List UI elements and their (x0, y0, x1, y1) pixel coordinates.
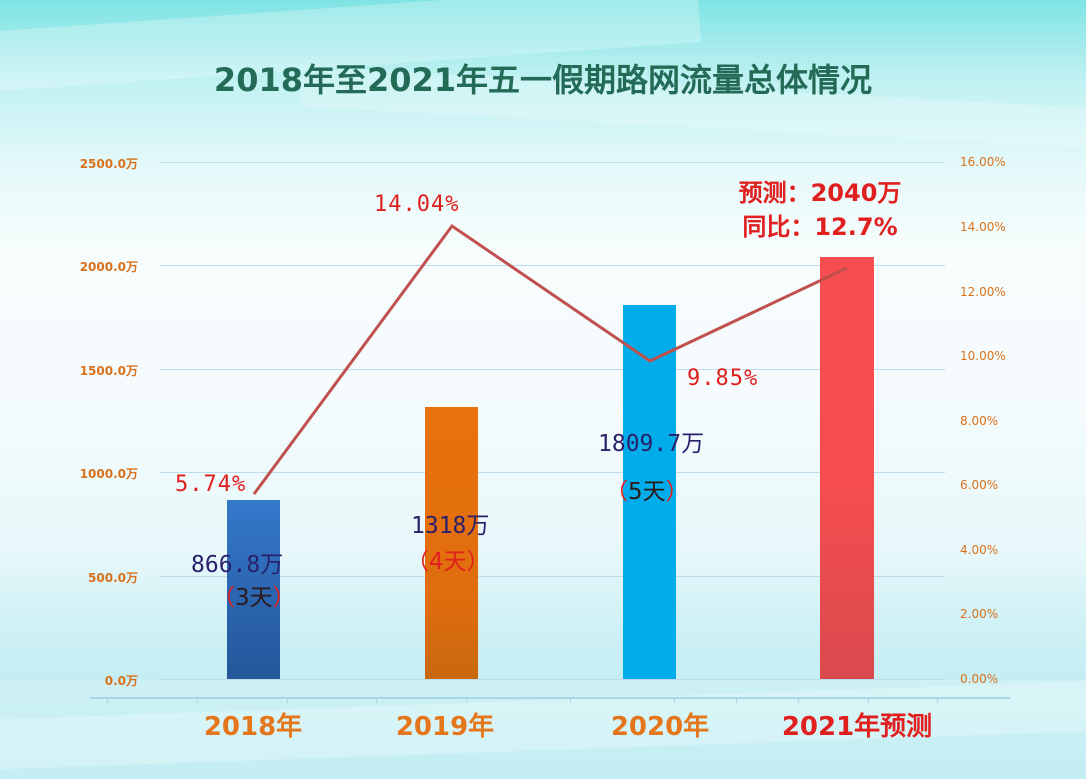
gridline (160, 369, 945, 370)
value-label-2018: 866.8万 (191, 552, 284, 578)
right-axis-tick: 6.00% (960, 478, 999, 492)
value-label-2020: 1809.7万 (598, 431, 705, 457)
right-axis-tick: 0.00% (960, 672, 999, 686)
value-label-2019: 1318万 (411, 513, 490, 539)
left-axis-tick: 1500.0万 (79, 364, 138, 378)
pct-label-2018: 5.74% (175, 472, 247, 497)
forecast-annotation: 预测：2040万 同比：12.7% (710, 176, 930, 244)
x-label-2019: 2019年 (395, 712, 495, 742)
gridline (160, 265, 945, 266)
days-label-2019: （4天） (406, 549, 490, 575)
x-axis-tick (674, 697, 675, 703)
x-label-2018: 2018年 (203, 712, 303, 742)
gridline (160, 162, 945, 163)
right-axis-tick: 10.00% (960, 349, 1006, 363)
left-axis-tick: 2500.0万 (79, 157, 138, 171)
right-axis-tick: 4.00% (960, 543, 999, 557)
x-axis-tick (798, 697, 799, 703)
x-axis-tick (466, 697, 467, 703)
days-label-2018: （3天） (212, 585, 296, 611)
x-axis-tick (570, 697, 571, 703)
days-label-2020: （5天） (605, 479, 689, 505)
x-axis-tick (937, 697, 938, 703)
x-axis-line (90, 697, 1010, 699)
x-axis-tick (736, 697, 737, 703)
right-axis-tick: 12.00% (960, 285, 1006, 299)
pct-label-2019: 14.04% (374, 192, 460, 217)
bar-2020[interactable] (623, 305, 676, 679)
pct-label-2020: 9.85% (687, 366, 759, 391)
left-axis-tick: 1000.0万 (79, 467, 138, 481)
left-axis-tick: 500.0万 (88, 571, 138, 585)
x-axis-tick (868, 697, 869, 703)
bar-2018[interactable] (227, 500, 280, 679)
right-axis-tick: 8.00% (960, 414, 999, 428)
x-axis-tick (376, 697, 377, 703)
gridline (160, 576, 945, 577)
bar-2021-forecast[interactable] (820, 257, 874, 679)
bar-2019[interactable] (425, 407, 478, 679)
x-axis-tick (197, 697, 198, 703)
left-axis-tick: 2000.0万 (79, 260, 138, 274)
x-label-2021-forecast: 2021年预测 (781, 712, 933, 742)
chart-title: 2018年至2021年五一假期路网流量总体情况 (213, 61, 873, 99)
x-label-2020: 2020年 (610, 712, 710, 742)
gridline-baseline (160, 679, 945, 680)
right-axis-tick: 16.00% (960, 155, 1006, 169)
right-axis-tick: 14.00% (960, 220, 1006, 234)
right-axis-tick: 2.00% (960, 607, 999, 621)
gridline (160, 472, 945, 473)
forecast-yoy: 同比：12.7% (742, 213, 898, 241)
x-axis-tick (107, 697, 108, 703)
forecast-value: 预测：2040万 (738, 179, 902, 207)
x-axis-tick (287, 697, 288, 703)
left-axis-tick: 0.0万 (104, 674, 138, 688)
